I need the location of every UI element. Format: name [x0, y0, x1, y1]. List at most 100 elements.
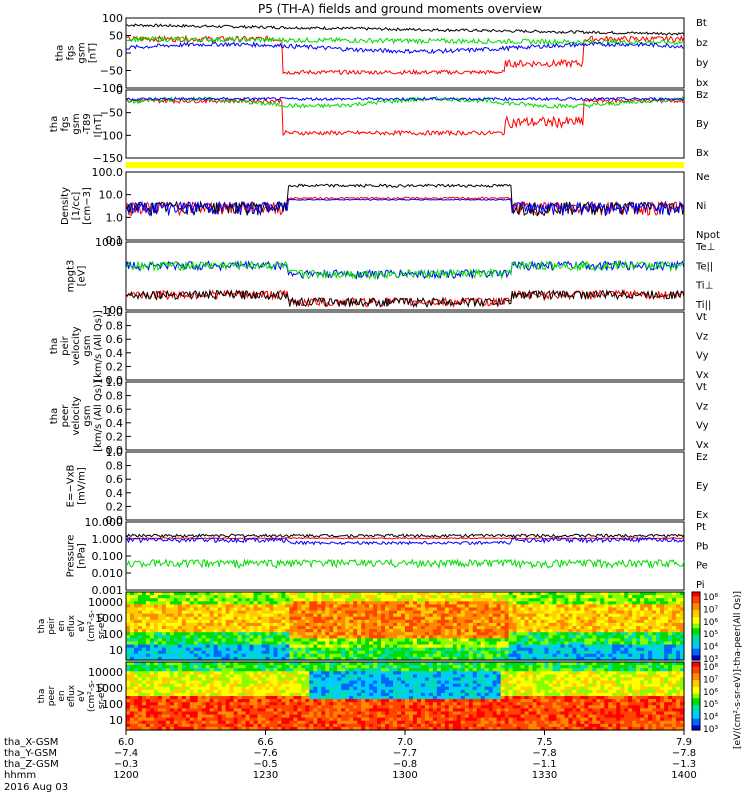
spectrogram-cell: [672, 641, 677, 646]
spectrogram-cell: [412, 656, 418, 661]
spectrogram-cell: [225, 622, 231, 627]
spectrogram-cell: [269, 683, 275, 688]
spectrogram-cell: [309, 692, 314, 697]
spectrogram-cell: [153, 683, 159, 688]
spectrogram-cell: [436, 656, 442, 661]
spectrogram-cell: [444, 616, 450, 621]
spectrogram-cell: [269, 632, 275, 636]
spectrogram-cell: [405, 626, 410, 630]
spectrogram-cell: [500, 592, 506, 596]
spectrogram-cell: [420, 626, 426, 630]
spectrogram-cell: [293, 626, 298, 630]
spectrogram-cell: [401, 671, 406, 675]
spectrogram-cell: [277, 616, 283, 621]
spectrogram-cell: [281, 674, 287, 679]
spectrogram-cell: [345, 598, 350, 602]
spectrogram-cell: [273, 610, 279, 615]
spectrogram-cell: [269, 619, 275, 624]
spectrogram-cell: [189, 610, 195, 615]
spectrogram-cell: [137, 692, 143, 697]
spectrogram-cell: [209, 668, 215, 672]
spectrogram-cell: [369, 632, 374, 636]
spectrogram-cell: [412, 714, 418, 719]
spectrogram-cell: [305, 607, 310, 612]
spectrogram-cell: [337, 641, 342, 646]
spectrogram-cell: [277, 626, 283, 630]
spectrogram-cell: [440, 632, 446, 636]
spectrogram-cell: [269, 653, 275, 658]
spectrogram-cell: [265, 699, 271, 703]
spectrogram-cell: [532, 619, 538, 624]
spectrogram-cell: [412, 689, 418, 694]
spectrogram-cell: [325, 656, 330, 661]
spectrogram-cell: [540, 613, 546, 618]
spectrogram-cell: [337, 613, 342, 618]
spectrogram-cell: [269, 650, 275, 655]
spectrogram-cell: [301, 714, 306, 719]
spectrogram-cell: [349, 644, 354, 649]
spectrogram-cell: [361, 692, 366, 697]
spectrogram-cell: [464, 638, 470, 643]
spectrogram-cell: [361, 702, 366, 706]
spectrogram-cell: [361, 650, 366, 655]
spectrogram-cell: [329, 705, 334, 709]
spectrogram-cell: [245, 699, 251, 703]
spectrogram-cell: [468, 616, 474, 621]
spectrogram-cell: [604, 613, 609, 618]
spectrogram-cell: [281, 711, 287, 716]
spectrogram-cell: [129, 680, 135, 685]
spectrogram-cell: [381, 708, 386, 713]
spectrogram-cell: [393, 702, 398, 706]
spectrogram-cell: [165, 692, 171, 697]
spectrogram-cell: [604, 616, 609, 621]
spectrogram-cell: [381, 604, 386, 609]
spectrogram-cell: [516, 613, 522, 618]
spectrogram-cell: [169, 692, 175, 697]
spectrogram-cell: [652, 598, 657, 602]
spectrogram-cell: [536, 638, 542, 643]
spectrogram-cell: [229, 653, 235, 658]
spectrogram-cell: [333, 714, 338, 719]
spectrogram-cell: [580, 638, 585, 643]
spectrogram-cell: [436, 635, 442, 639]
spectrogram-cell: [456, 629, 462, 633]
spectrogram-cell: [492, 632, 498, 636]
spectrogram-cell: [189, 653, 195, 658]
spectrogram-cell: [229, 635, 235, 639]
spectrogram-cell: [173, 683, 179, 688]
spectrogram-cell: [452, 635, 458, 639]
spectrogram-cell: [253, 705, 259, 709]
spectrogram-cell: [177, 626, 183, 630]
spectrogram-cell: [385, 635, 390, 639]
panel-frame: [125, 591, 685, 661]
spectrogram-cell: [357, 705, 362, 709]
spectrogram-cell: [265, 665, 271, 669]
spectrogram-cell: [309, 723, 314, 728]
spectrogram-cell: [225, 696, 231, 700]
spectrogram-cell: [424, 592, 430, 596]
spectrogram-cell: [424, 641, 430, 646]
spectrogram-cell: [193, 692, 199, 697]
spectrogram-cell: [281, 665, 287, 669]
spectrogram-cell: [181, 683, 187, 688]
spectrogram-cell: [213, 717, 219, 722]
spectrogram-cell: [564, 656, 570, 661]
spectrogram-cell: [476, 629, 482, 633]
spectrogram-cell: [401, 632, 406, 636]
spectrogram-cell: [145, 686, 151, 691]
spectrogram-cell: [229, 708, 235, 713]
spectrogram-cell: [680, 638, 685, 643]
spectrogram-cell: [181, 711, 187, 716]
spectrogram-cell: [492, 619, 498, 624]
spectrogram-cell: [157, 629, 163, 633]
spectrogram-cell: [241, 692, 247, 697]
spectrogram-cell: [544, 653, 550, 658]
spectrogram-cell: [277, 610, 283, 615]
spectrogram-cell: [381, 629, 386, 633]
spectrogram-cell: [564, 622, 570, 627]
spectrogram-cell: [397, 592, 402, 596]
spectrogram-cell: [165, 717, 171, 722]
spectrogram-cell: [408, 626, 414, 630]
spectrogram-cell: [137, 665, 143, 669]
spectrogram-cell: [668, 653, 673, 658]
